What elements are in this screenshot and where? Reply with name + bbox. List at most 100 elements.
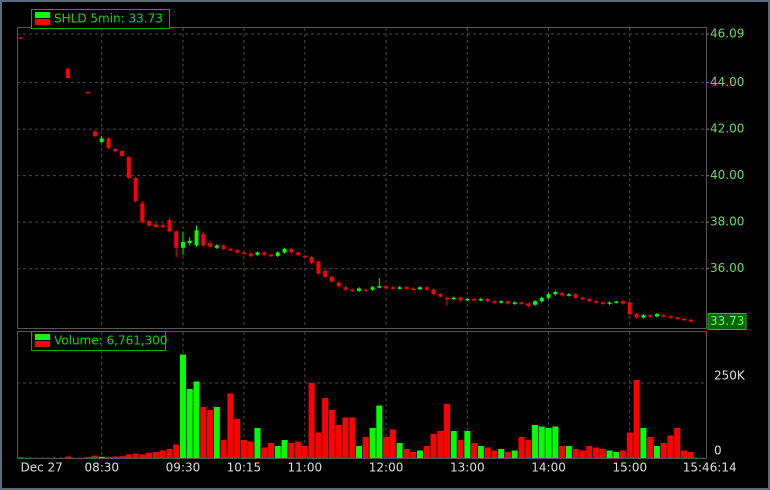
candle-body <box>302 255 307 258</box>
candle-body <box>499 301 504 303</box>
volume-bar <box>511 450 518 458</box>
volume-bar <box>234 419 241 458</box>
volume-bar <box>383 437 390 458</box>
volume-bar <box>430 434 437 458</box>
candle-body <box>289 248 294 253</box>
volume-bar <box>437 431 444 458</box>
volume-bar <box>680 450 687 458</box>
volume-bar <box>504 452 511 458</box>
volume-bar <box>586 446 593 458</box>
volume-bar <box>674 428 681 458</box>
x-tick-label: 15:46:14 <box>683 461 737 475</box>
candle-body <box>65 68 70 78</box>
x-tick-label: 11:00 <box>288 461 323 475</box>
x-tick-label: 12:00 <box>369 461 404 475</box>
candle-body <box>187 240 192 244</box>
y-tick-label: 42.00 <box>710 122 744 136</box>
volume-bar <box>193 381 200 458</box>
volume-bar <box>647 437 654 458</box>
volume-bar <box>626 432 633 458</box>
candle-body <box>458 297 463 301</box>
candle-body <box>268 254 273 257</box>
candle-body <box>221 245 226 249</box>
x-tick-label: 08:30 <box>84 461 119 475</box>
volume-bar <box>653 446 660 458</box>
volume-bar <box>125 454 132 458</box>
candle-body <box>546 294 551 298</box>
volume-bar <box>660 443 667 458</box>
candle-body <box>533 301 538 305</box>
candle-body <box>648 315 653 317</box>
volume-bar <box>349 417 356 458</box>
volume-bar <box>91 455 98 458</box>
volume-bar <box>322 398 329 458</box>
candle-body <box>661 315 666 317</box>
last-price-tag <box>707 312 747 330</box>
volume-bar <box>139 454 146 458</box>
volume-bar <box>98 456 105 458</box>
volume-bar <box>525 440 532 458</box>
volume-bar <box>132 453 139 458</box>
volume-bar <box>186 389 193 458</box>
candle-body <box>147 221 152 226</box>
candle-body <box>106 138 111 148</box>
legend-box <box>31 331 166 351</box>
candle-body <box>465 298 470 301</box>
candle-body <box>208 243 213 247</box>
volume-bar <box>274 446 281 458</box>
candle-body <box>323 271 328 277</box>
volume-bar <box>667 435 674 458</box>
volume-bar <box>620 450 627 458</box>
candle-body <box>384 286 389 289</box>
volume-bar <box>491 450 498 458</box>
volume-bar <box>498 449 505 458</box>
y-tick-label: 44.00 <box>710 75 744 89</box>
candle-body <box>654 314 659 317</box>
volume-bar <box>559 446 566 458</box>
candle-body <box>539 297 544 302</box>
volume-bar <box>335 425 342 458</box>
volume-bar <box>444 404 451 458</box>
candle-body <box>587 298 592 302</box>
candle-body <box>235 250 240 253</box>
candle-body <box>519 302 524 304</box>
volume-bar <box>416 450 423 458</box>
candle-body <box>390 287 395 289</box>
volume-bar <box>606 450 613 458</box>
volume-bar <box>565 446 572 458</box>
candle-body <box>675 317 680 320</box>
volume-bars <box>17 354 694 458</box>
candle-body <box>309 257 314 263</box>
last-price-label: 33.73 <box>710 314 744 328</box>
candle-body <box>316 261 321 274</box>
volume-bar <box>159 450 166 458</box>
legend-up-swatch <box>35 12 50 18</box>
volume-bar <box>532 425 539 458</box>
volume-bar <box>342 417 349 458</box>
volume-bar <box>220 440 227 458</box>
volume-bar <box>450 431 457 458</box>
candle-body <box>492 301 497 303</box>
candle-body <box>404 287 409 289</box>
candle-body <box>248 253 253 256</box>
volume-bar <box>267 443 274 458</box>
volume-bar <box>640 428 647 458</box>
volume-bar <box>17 457 24 458</box>
candle-body <box>397 287 402 289</box>
volume-bar <box>105 457 112 458</box>
volume-bar <box>633 380 640 458</box>
candle-body <box>566 294 571 296</box>
candle-body <box>201 233 206 246</box>
volume-bar <box>146 452 153 458</box>
volume-bar <box>356 446 362 458</box>
volume-bar <box>545 428 552 458</box>
candle-body <box>329 276 334 282</box>
candle-body <box>228 248 233 251</box>
candle-body <box>255 252 260 255</box>
legend-down-swatch <box>35 341 50 347</box>
volume-bar <box>592 447 599 458</box>
y-tick-label: 250K <box>714 369 746 383</box>
candle-body <box>445 297 450 300</box>
